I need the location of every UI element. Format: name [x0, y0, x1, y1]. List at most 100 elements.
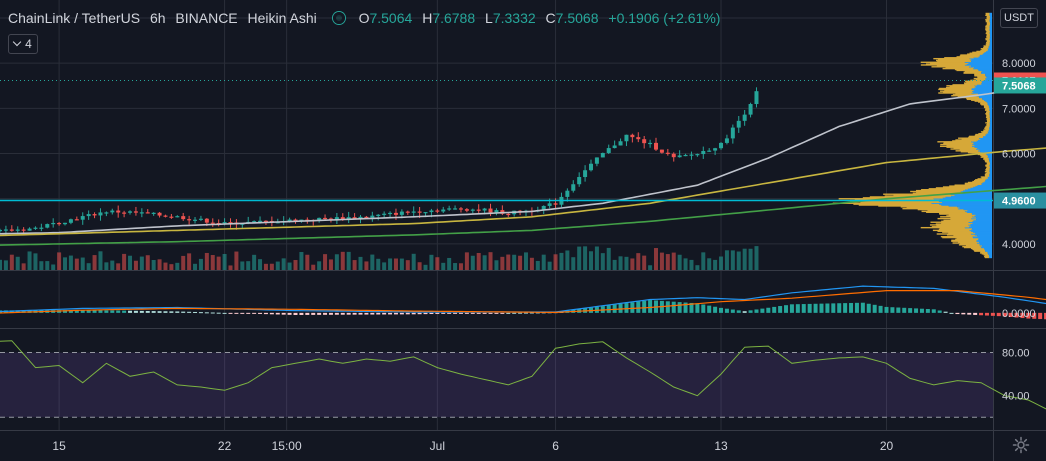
- volume-profile-bar-up: [978, 139, 992, 141]
- volume-bar: [74, 258, 79, 270]
- volume-profile-bar-down: [986, 18, 990, 20]
- volume-profile-bar-up: [988, 45, 992, 47]
- rsi-tick-label: 40.00: [1002, 391, 1030, 403]
- volume-bar: [68, 255, 73, 270]
- volume-profile-bar-up: [976, 140, 992, 142]
- macd-histogram-bar: [417, 312, 422, 315]
- volume-profile-bar-down: [948, 232, 976, 234]
- volume-profile-bar-up: [961, 192, 992, 195]
- macd-histogram-bar: [612, 304, 617, 313]
- volume-profile-bar-up: [971, 58, 992, 61]
- candle-body: [0, 229, 2, 232]
- indicators-collapse-button[interactable]: 4: [8, 34, 38, 54]
- volume-profile-bar-up: [989, 18, 992, 20]
- low-value: 7.3332: [492, 10, 536, 26]
- volume-profile-bar-up: [989, 31, 992, 34]
- macd-histogram-bar: [488, 312, 493, 314]
- macd-histogram-bar: [512, 312, 517, 314]
- volume-profile-bar-up: [979, 244, 992, 246]
- gear-icon[interactable]: [1012, 436, 1030, 454]
- macd-histogram-bar: [376, 312, 381, 315]
- volume-profile-bar-down: [937, 60, 972, 63]
- volume-profile-bar-up: [989, 125, 992, 128]
- macd-histogram-bar: [843, 303, 848, 313]
- volume-profile-bar-down: [945, 67, 975, 69]
- volume-profile-bar-up: [939, 203, 992, 205]
- volume-profile-bar-down: [986, 119, 991, 121]
- symbol-name[interactable]: ChainLink / TetherUS: [8, 10, 141, 26]
- macd-histogram-bar: [642, 300, 647, 313]
- volume-profile-bar-up: [989, 165, 992, 167]
- macd-histogram-bar: [128, 310, 133, 313]
- candle-body: [506, 213, 511, 216]
- price-tick-label: 6.0000: [1002, 149, 1036, 161]
- volume-profile-bar-down: [950, 148, 977, 150]
- macd-histogram-bar: [352, 312, 357, 315]
- macd-histogram-bar: [713, 306, 718, 313]
- candle-body: [352, 217, 357, 219]
- candle-body: [594, 157, 599, 164]
- macd-histogram-bar: [151, 311, 156, 313]
- open-label: O: [358, 10, 370, 26]
- volume-profile-bar-down: [986, 167, 990, 169]
- open-value: 7.5064: [369, 10, 413, 26]
- volume-profile-bar-up: [989, 36, 992, 38]
- volume-profile-bar-down: [912, 192, 962, 195]
- volume-profile-bar-down: [974, 75, 986, 77]
- candle-body: [435, 210, 440, 212]
- candle-body: [671, 153, 676, 158]
- candle-body: [648, 142, 653, 145]
- volume-profile-bar-down: [983, 106, 989, 109]
- volume-profile-bar-up: [989, 116, 992, 119]
- macd-histogram-bar: [110, 310, 115, 313]
- volume-profile-bar-up: [990, 123, 992, 125]
- volume-profile-bar-down: [946, 215, 975, 217]
- macd-signal-line: [0, 290, 1046, 314]
- volume-profile-bar-down: [939, 87, 972, 90]
- volume-profile-bar-down: [938, 92, 972, 94]
- volume-profile-bar-up: [973, 142, 992, 145]
- volume-profile-bar-down: [985, 29, 990, 31]
- volume-bar: [713, 259, 718, 270]
- interval-label[interactable]: 6h: [149, 10, 166, 26]
- volume-profile-bar-up: [970, 59, 992, 62]
- candle-body: [642, 139, 647, 144]
- volume-profile-bar-up: [986, 76, 992, 78]
- macd-histogram-bar: [293, 312, 298, 316]
- volume-bar: [500, 256, 505, 270]
- volume-profile-bar-down: [972, 180, 985, 183]
- volume-profile-bar-down: [958, 137, 980, 139]
- volume-bar: [399, 258, 404, 270]
- volume-bar: [358, 256, 363, 270]
- volume-profile-bar-up: [989, 160, 992, 162]
- volume-profile-bar-down: [981, 104, 988, 106]
- volume-profile-bar-up: [971, 212, 992, 214]
- volume-profile-bar-down: [980, 103, 988, 105]
- volume-profile-bar-down: [985, 13, 990, 16]
- volume-profile-bar-up: [985, 250, 992, 252]
- candle-body: [63, 222, 68, 225]
- volume-profile-bar-up: [981, 70, 992, 73]
- volume-profile-bar-down: [986, 30, 990, 33]
- currency-button[interactable]: USDT: [1000, 8, 1038, 28]
- volume-bar: [589, 251, 593, 270]
- volume-profile-bar-down: [944, 57, 974, 59]
- macd-histogram-bar: [21, 310, 26, 313]
- candle-body: [423, 212, 428, 214]
- volume-profile-bar-down: [980, 48, 988, 50]
- candle-body: [346, 217, 351, 220]
- volume-profile-bar-up: [986, 178, 992, 180]
- volume-bar: [263, 263, 268, 270]
- volume-profile-bar-up: [976, 239, 992, 242]
- volume-profile-bar-up: [990, 119, 992, 121]
- volume-profile-bar-up: [989, 172, 992, 175]
- macd-histogram-bar: [789, 304, 794, 313]
- volume-bar: [606, 247, 611, 270]
- volume-profile-bar-up: [968, 221, 992, 223]
- volume-profile-bar-up: [967, 188, 992, 190]
- macd-histogram-bar: [204, 312, 209, 314]
- candle-body: [110, 210, 115, 213]
- volume-bar: [642, 255, 647, 270]
